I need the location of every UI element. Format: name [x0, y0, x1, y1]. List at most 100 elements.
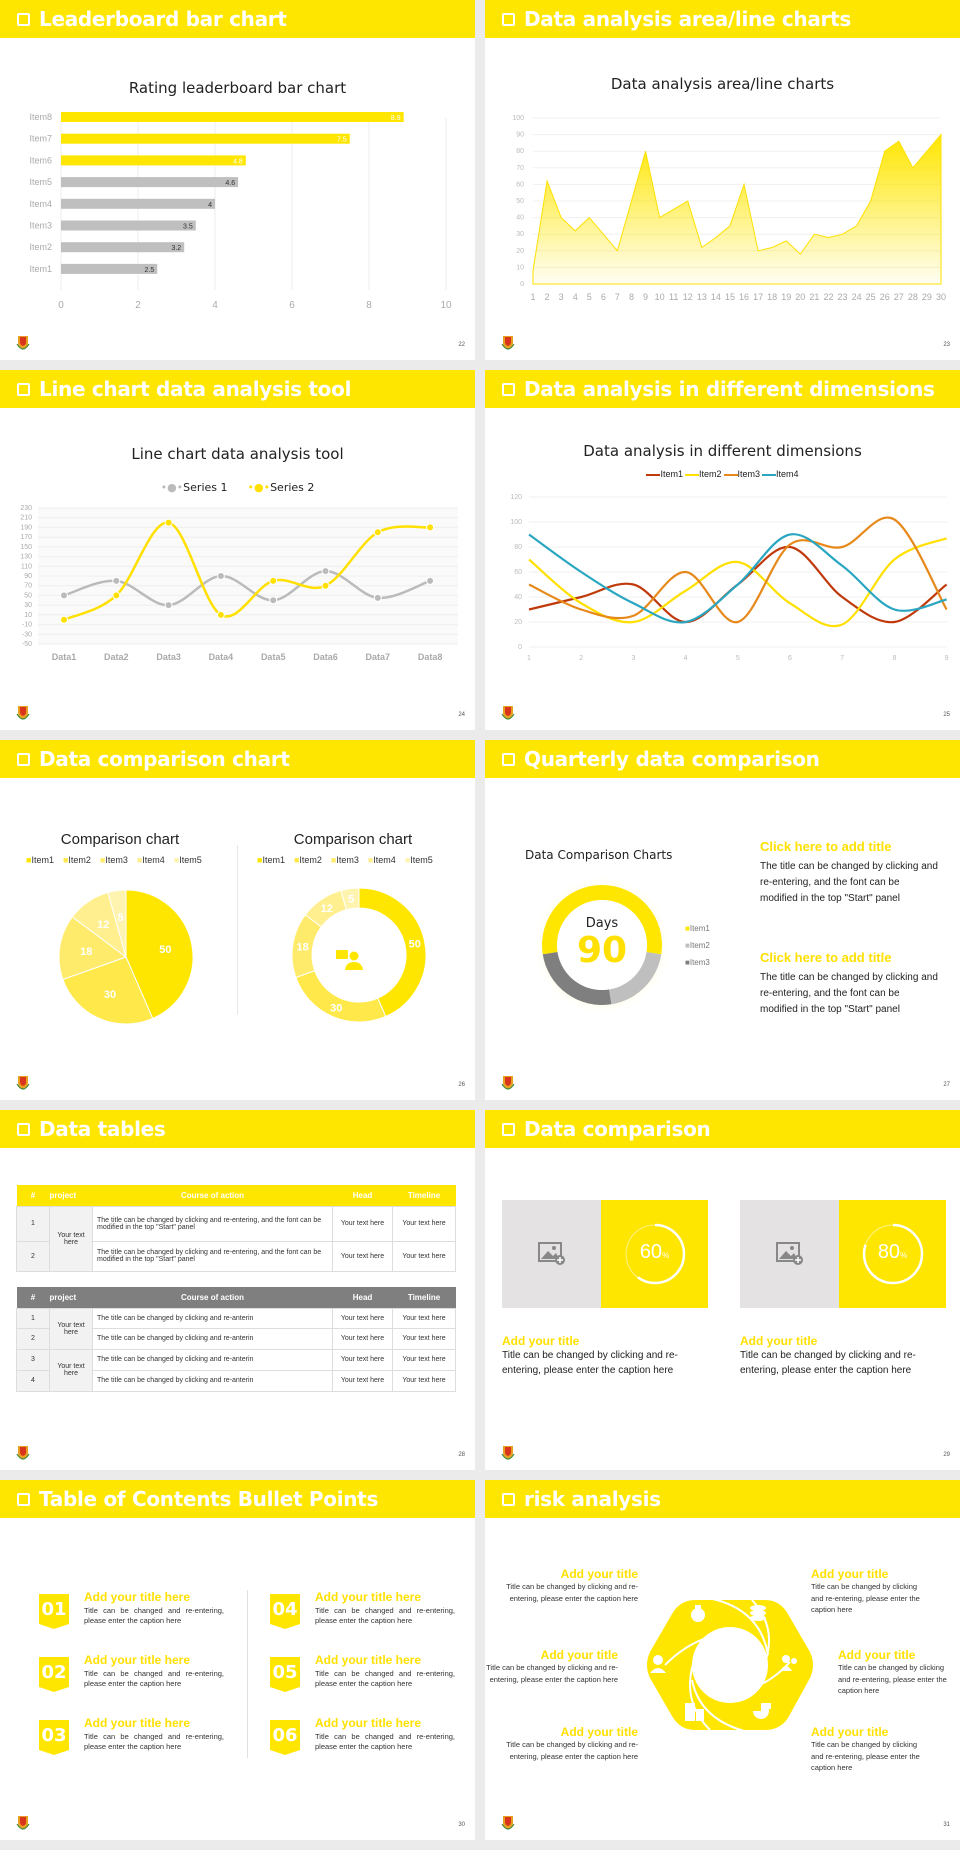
slide-title: Data comparison — [524, 1117, 711, 1141]
legend-series-1: •●•Series 1 — [160, 481, 228, 494]
svg-text:7: 7 — [840, 655, 844, 662]
table-row: 1 Your text here The title can be change… — [16, 1205, 456, 1272]
page-number: 30 — [458, 1822, 465, 1828]
risk-item-title[interactable]: Add your title — [838, 1648, 916, 1662]
svg-text:10: 10 — [655, 292, 665, 302]
page-number: 27 — [943, 1082, 950, 1088]
table-row: 2 The title can be changed by clicking a… — [16, 1240, 456, 1272]
risk-item-title[interactable]: Add your title — [811, 1725, 889, 1739]
svg-text:8: 8 — [892, 655, 896, 662]
page-number: 29 — [943, 1452, 950, 1458]
toc-item-title[interactable]: Add your title here — [315, 1653, 422, 1667]
svg-text:210: 210 — [20, 515, 32, 522]
page-number: 25 — [943, 712, 950, 718]
toc-item-body: Title can be changed and re-entering, pl… — [315, 1606, 455, 1625]
svg-text:10: 10 — [516, 264, 524, 271]
pie-charts: 50 30 18 12 5 50 30 18 12 5 — [58, 887, 427, 1025]
risk-item: Add your title Title can be changed by c… — [838, 1648, 953, 1697]
risk-item-title[interactable]: Add your title — [560, 1567, 638, 1581]
image-placeholder[interactable] — [740, 1200, 839, 1308]
risk-item-body: Title can be changed by clicking and re-… — [811, 1582, 920, 1614]
svg-text:3.5: 3.5 — [183, 224, 193, 231]
chart-title: Line chart data analysis tool — [131, 445, 344, 463]
svg-text:Data3: Data3 — [156, 652, 181, 662]
svg-text:26: 26 — [880, 292, 890, 302]
svg-text:Data8: Data8 — [418, 652, 443, 662]
block-title[interactable]: Click here to add title — [760, 950, 892, 965]
risk-item-body: Title can be changed by clicking and re-… — [486, 1663, 618, 1684]
svg-text:4: 4 — [573, 292, 578, 302]
svg-text:50: 50 — [24, 592, 32, 599]
checkbox-square-icon — [502, 1122, 515, 1136]
svg-text:13: 13 — [697, 292, 707, 302]
svg-text:7.5: 7.5 — [337, 137, 347, 144]
data-table-yellow: # project Course of action Head Timeline… — [16, 1185, 456, 1272]
svg-text:9: 9 — [643, 292, 648, 302]
logo-crest-icon — [16, 704, 30, 720]
svg-text:60: 60 — [516, 181, 524, 188]
toc-item: 06 Add your title here Title can be chan… — [270, 1716, 470, 1769]
logo-crest-icon — [16, 1074, 30, 1090]
svg-text:60: 60 — [514, 569, 522, 576]
svg-text:25: 25 — [866, 292, 876, 302]
chart-title: Data analysis in different dimensions — [583, 442, 862, 460]
toc-item-title[interactable]: Add your title here — [315, 1716, 422, 1730]
svg-text:27: 27 — [894, 292, 904, 302]
percent-value: 80% — [877, 1241, 908, 1263]
toc-item-title[interactable]: Add your title here — [84, 1716, 191, 1730]
logo-crest-icon — [16, 334, 30, 350]
risk-item-title[interactable]: Add your title — [540, 1648, 618, 1662]
block-title[interactable]: Click here to add title — [760, 839, 892, 854]
svg-text:Data4: Data4 — [209, 652, 234, 662]
svg-text:Item5: Item5 — [29, 177, 52, 187]
chart-title: Rating leaderboard bar chart — [128, 79, 347, 97]
toc-item-body: Title can be changed and re-entering, pl… — [315, 1732, 455, 1751]
risk-item-title[interactable]: Add your title — [560, 1725, 638, 1739]
slide-area-line-charts: Data analysis area/line charts Data anal… — [485, 0, 960, 360]
toc-item-title[interactable]: Add your title here — [84, 1590, 191, 1604]
svg-text:0: 0 — [520, 281, 524, 288]
slide-leaderboard-bar-chart: Leaderboard bar chart Rating leaderboard… — [0, 0, 475, 360]
add-image-icon — [537, 1242, 565, 1265]
risk-item: Add your title Title can be changed by c… — [505, 1725, 638, 1762]
user-yen-icon — [650, 1655, 666, 1673]
toc-item-title[interactable]: Add your title here — [84, 1653, 191, 1667]
svg-text:Item6: Item6 — [29, 155, 52, 165]
svg-text:19: 19 — [781, 292, 791, 302]
svg-text:16: 16 — [739, 292, 749, 302]
donut-legend: ■Item1 ■Item2 ■Item3 ■Item4 ■Item5 — [257, 855, 433, 865]
svg-text:21: 21 — [809, 292, 819, 302]
svg-text:30: 30 — [24, 602, 32, 609]
svg-text:6: 6 — [601, 292, 606, 302]
legend-item2: Item2 — [684, 469, 722, 479]
svg-text:110: 110 — [21, 563, 32, 570]
toc-item: 02 Add your title here Title can be chan… — [39, 1653, 239, 1706]
bar-chart: 8.9 7.5 4.8 4.6 4 3.5 3.2 2.5 0 2 4 6 8 10 Item8 Item… — [29, 112, 452, 311]
slide-header: Data comparison chart — [0, 740, 475, 778]
building-icon — [685, 1703, 704, 1721]
svg-text:30: 30 — [330, 1002, 342, 1014]
block-body: The title can be changed by clicking and… — [760, 861, 938, 904]
image-placeholder[interactable] — [502, 1200, 601, 1308]
page-number: 31 — [943, 1822, 950, 1828]
checkbox-square-icon — [502, 1492, 515, 1506]
risk-item-title[interactable]: Add your title — [811, 1567, 889, 1581]
donut-center-label: Days — [585, 916, 619, 931]
svg-text:40: 40 — [514, 594, 522, 601]
divider — [237, 845, 238, 1015]
bullet-number-badge: 03 — [39, 1720, 69, 1755]
percent-panel: 60% — [601, 1200, 708, 1308]
slide-quarterly-comparison: Quarterly data comparison Data Compariso… — [485, 740, 960, 1100]
toc-item-title[interactable]: Add your title here — [315, 1590, 422, 1604]
risk-item-body: Title can be changed by clicking and re-… — [506, 1582, 638, 1603]
bullet-number-badge: 02 — [39, 1657, 69, 1692]
svg-text:8: 8 — [629, 292, 634, 302]
toc-item-body: Title can be changed and re-entering, pl… — [315, 1669, 455, 1688]
progress-ring — [624, 1223, 686, 1285]
chart-title: Data analysis area/line charts — [610, 75, 835, 93]
svg-text:8: 8 — [366, 300, 372, 311]
svg-text:190: 190 — [20, 524, 32, 531]
slide-toc-bullet-points: Table of Contents Bullet Points 01 Add y… — [0, 1480, 475, 1840]
svg-text:Item7: Item7 — [29, 134, 52, 144]
